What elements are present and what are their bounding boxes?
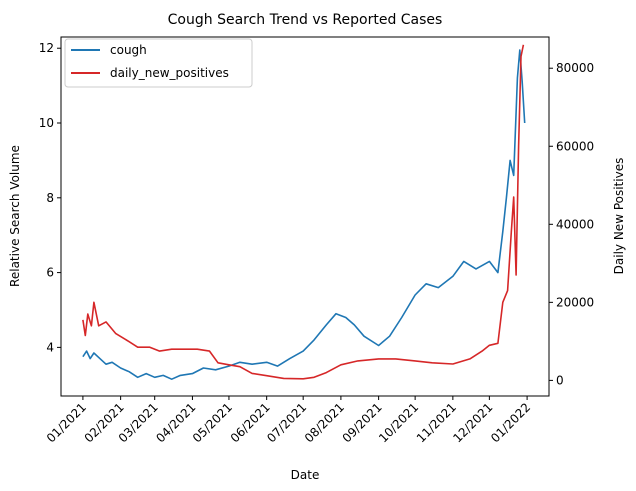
x-tick-label: 01/2022 <box>488 400 533 445</box>
y-left-tick-label: 10 <box>39 116 54 130</box>
x-tick-label: 07/2021 <box>264 400 309 445</box>
y-left-axis-label: Relative Search Volume <box>8 145 22 287</box>
series-layer <box>82 44 526 380</box>
x-tick-label: 12/2021 <box>450 400 495 445</box>
y-left-tick-label: 6 <box>46 266 54 280</box>
y-right-axis: 0 20000 40000 60000 80000 <box>549 61 594 387</box>
x-tick-label: 05/2021 <box>190 400 235 445</box>
legend-label-cough: cough <box>110 43 147 57</box>
y-left-tick-label: 4 <box>46 340 54 354</box>
y-right-axis-label: Daily New Positives <box>612 158 626 275</box>
y-right-tick-label: 20000 <box>556 295 594 309</box>
x-axis-label: Date <box>291 468 320 482</box>
series-line-daily-new-positives <box>82 44 525 380</box>
y-left-axis: 4 6 8 10 12 <box>39 41 61 354</box>
x-axis: 01/202102/202103/202104/202105/202106/20… <box>44 396 533 445</box>
x-tick-label: 01/2021 <box>44 400 89 445</box>
legend: cough daily_new_positives <box>64 38 253 88</box>
y-left-tick-label: 8 <box>46 191 54 205</box>
y-right-tick-label: 80000 <box>556 61 594 75</box>
x-tick-label: 10/2021 <box>376 400 421 445</box>
y-left-tick-label: 12 <box>39 41 54 55</box>
legend-label-daily-new-positives: daily_new_positives <box>110 66 229 80</box>
legend-frame <box>64 38 253 88</box>
plot-frame <box>60 36 550 397</box>
chart-title: Cough Search Trend vs Reported Cases <box>168 12 443 28</box>
series-line-cough <box>82 49 526 380</box>
y-right-tick-label: 40000 <box>556 217 594 231</box>
x-tick-label: 08/2021 <box>302 400 347 445</box>
y-right-tick-label: 0 <box>556 373 564 387</box>
y-right-tick-label: 60000 <box>556 139 594 153</box>
